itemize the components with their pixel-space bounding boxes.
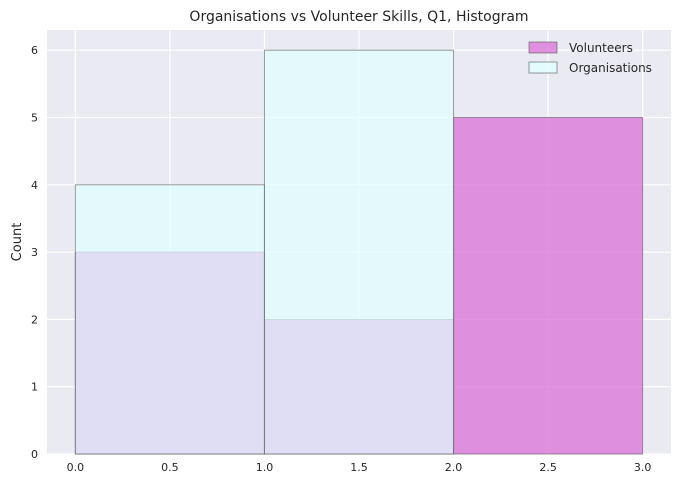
x-tick-label: 3.0 (634, 461, 652, 474)
y-tick-label: 0 (31, 448, 38, 461)
legend: Volunteers Organisations (528, 41, 652, 75)
y-tick-label: 2 (31, 313, 38, 326)
bar-organisations-bin-0 (74, 184, 265, 455)
bars (74, 49, 644, 455)
y-tick-labels: 0 1 2 3 4 5 6 (31, 44, 38, 461)
y-tick-label: 3 (31, 246, 38, 259)
legend-swatch-volunteers (528, 41, 558, 54)
y-axis-label: Count (10, 223, 25, 262)
legend-swatch-organisations (528, 61, 558, 74)
y-tick-label: 5 (31, 111, 38, 124)
x-tick-labels: 0.0 0.5 1.0 1.5 2.0 2.5 3.0 (67, 461, 652, 474)
y-tick-label: 6 (31, 44, 38, 57)
x-tick-label: 0.5 (161, 461, 179, 474)
x-tick-label: 1.5 (350, 461, 368, 474)
bar-volunteers-bin-2 (453, 116, 644, 455)
legend-label-volunteers: Volunteers (569, 41, 633, 55)
bar-organisations-bin-1 (263, 49, 455, 455)
chart-title: Organisations vs Volunteer Skills, Q1, H… (189, 9, 528, 25)
y-tick-label: 4 (31, 179, 38, 192)
x-tick-label: 0.0 (67, 461, 85, 474)
x-tick-label: 2.5 (539, 461, 557, 474)
y-tick-label: 1 (31, 381, 38, 394)
x-tick-label: 2.0 (445, 461, 463, 474)
legend-label-organisations: Organisations (569, 61, 652, 75)
x-tick-label: 1.0 (256, 461, 274, 474)
